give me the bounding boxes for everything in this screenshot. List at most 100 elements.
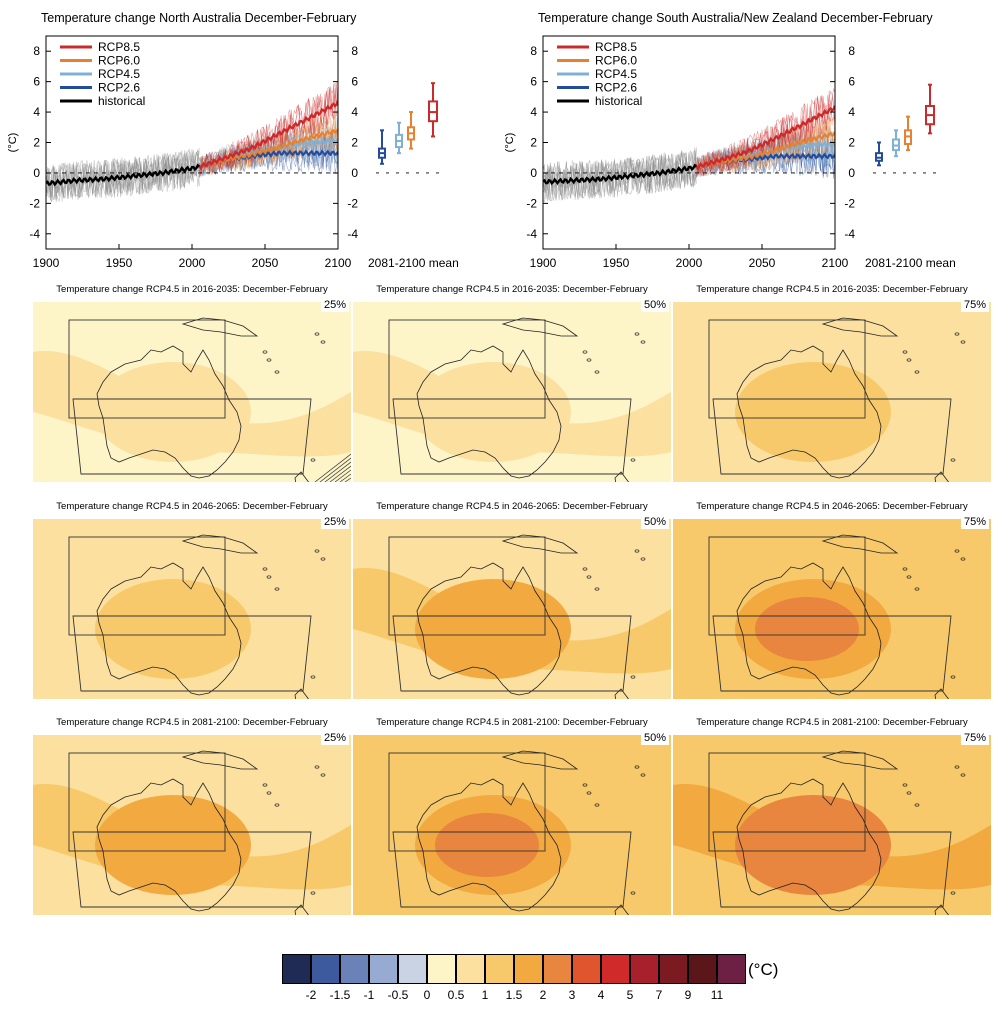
map-panel: Temperature change RCP4.5 in 2081-2100: … [353,715,671,915]
rcp60-member-line [199,113,338,176]
australia-coastline [416,345,562,479]
island-outline [902,783,908,787]
island-outline [954,549,960,553]
island-outline [310,675,316,679]
colorbar-tick-label: 9 [684,988,692,1002]
island-outline [640,340,646,344]
map-field-australia-core [755,597,859,661]
png-coastline [181,534,259,554]
map-field-australia-core [755,813,859,877]
region-box-south [72,398,312,475]
percentile-label: 50% [640,298,669,312]
y-tick-label: 4 [351,105,358,119]
historical-mean-line [46,163,201,187]
map-title: Temperature change RCP4.5 in 2016-2035: … [696,284,968,295]
percentile-label: 75% [960,515,989,529]
x-tick-label: 2050 [749,256,776,270]
colorbar-tick-label: -2 [305,988,317,1002]
island-outline [954,332,960,336]
region-box-north [388,536,546,636]
island-outline [954,765,960,769]
island-outline [640,773,646,777]
australia-coastline [96,345,242,479]
island-outline [634,765,640,769]
island-outline [630,891,636,895]
island-outline [960,557,966,561]
colorbar-swatch [369,954,398,984]
map-panel: Temperature change RCP4.5 in 2016-2035: … [673,282,991,482]
australia-coastline [736,562,882,696]
region-box-south [72,831,312,908]
map-panel: Temperature change RCP4.5 in 2016-2035: … [353,282,671,482]
map-canvas [33,519,351,699]
rcp85-member-line [696,90,835,172]
map-title: Temperature change RCP4.5 in 2016-2035: … [376,284,648,295]
png-coastline [501,534,579,554]
map-canvas [33,735,351,915]
hatching-line [319,457,351,482]
y-tick-label: 8 [33,44,40,58]
y-tick-label: 4 [848,105,855,119]
chart-title: Temperature change North Australia Decem… [41,11,357,25]
nz-north-coastline [294,688,309,699]
timeseries-panel-north: Temperature change North Australia Decem… [0,0,497,280]
australia-coastline [96,562,242,696]
rcp26-member-line [696,134,835,177]
nz-north-coastline [614,688,629,699]
map-title: Temperature change RCP4.5 in 2081-2100: … [56,717,328,728]
png-coastline [501,750,579,770]
map-title: Temperature change RCP4.5 in 2081-2100: … [696,717,968,728]
colorbar-tick-label: 11 [710,988,724,1002]
y-tick-label: 6 [848,75,855,89]
y-tick-label: -4 [844,227,855,241]
region-box-north [708,752,866,852]
region-box-south [712,615,952,692]
percentile-label: 25% [320,298,349,312]
island-outline [594,370,600,374]
percentile-label: 75% [960,298,989,312]
legend-label: RCP4.5 [595,67,637,81]
hatching-line [334,469,351,482]
map-panel: Temperature change RCP4.5 in 2046-2065: … [353,499,671,699]
colorbar-swatch [543,954,572,984]
map-canvas [353,302,671,482]
island-outline [314,765,320,769]
map-canvas [353,519,671,699]
island-outline [906,358,912,362]
y-tick-label: 2 [33,136,40,150]
map-field-australia [95,362,251,462]
x-tick-label: 2000 [676,256,703,270]
y-tick-label: -2 [29,196,40,210]
y-tick-label: 2 [351,136,358,150]
y-tick-label: 0 [530,166,537,180]
region-box-north [68,536,226,636]
colorbar-swatch [340,954,369,984]
colorbar-swatch [311,954,340,984]
rcp85-mean-line [198,100,338,171]
rcp85-member-line [696,87,835,176]
region-box-south [72,615,312,692]
colorbar-tick-label: -1.5 [329,988,351,1002]
island-outline [906,575,912,579]
x-tick-label: 2100 [325,256,352,270]
colorbar-swatch [427,954,456,984]
island-outline [640,557,646,561]
island-outline [274,587,280,591]
colorbar-unit: (°C) [748,960,779,979]
colorbar-swatch [398,954,427,984]
region-box-south [712,831,952,908]
colorbar-swatch [485,954,514,984]
australia-coastline [96,778,242,912]
colorbar-tick-label: 3 [568,988,576,1002]
historical-member-line [46,151,200,203]
map-field-australia [735,362,891,462]
map-canvas [673,302,991,482]
png-coastline [181,317,259,337]
colorbar-tick-label: 5 [626,988,634,1002]
island-outline [586,358,592,362]
nz-north-coastline [294,471,309,482]
y-tick-label: -4 [29,227,40,241]
legend-label: historical [98,94,145,108]
percentile-label: 75% [960,731,989,745]
legend-label: RCP6.0 [98,54,140,68]
